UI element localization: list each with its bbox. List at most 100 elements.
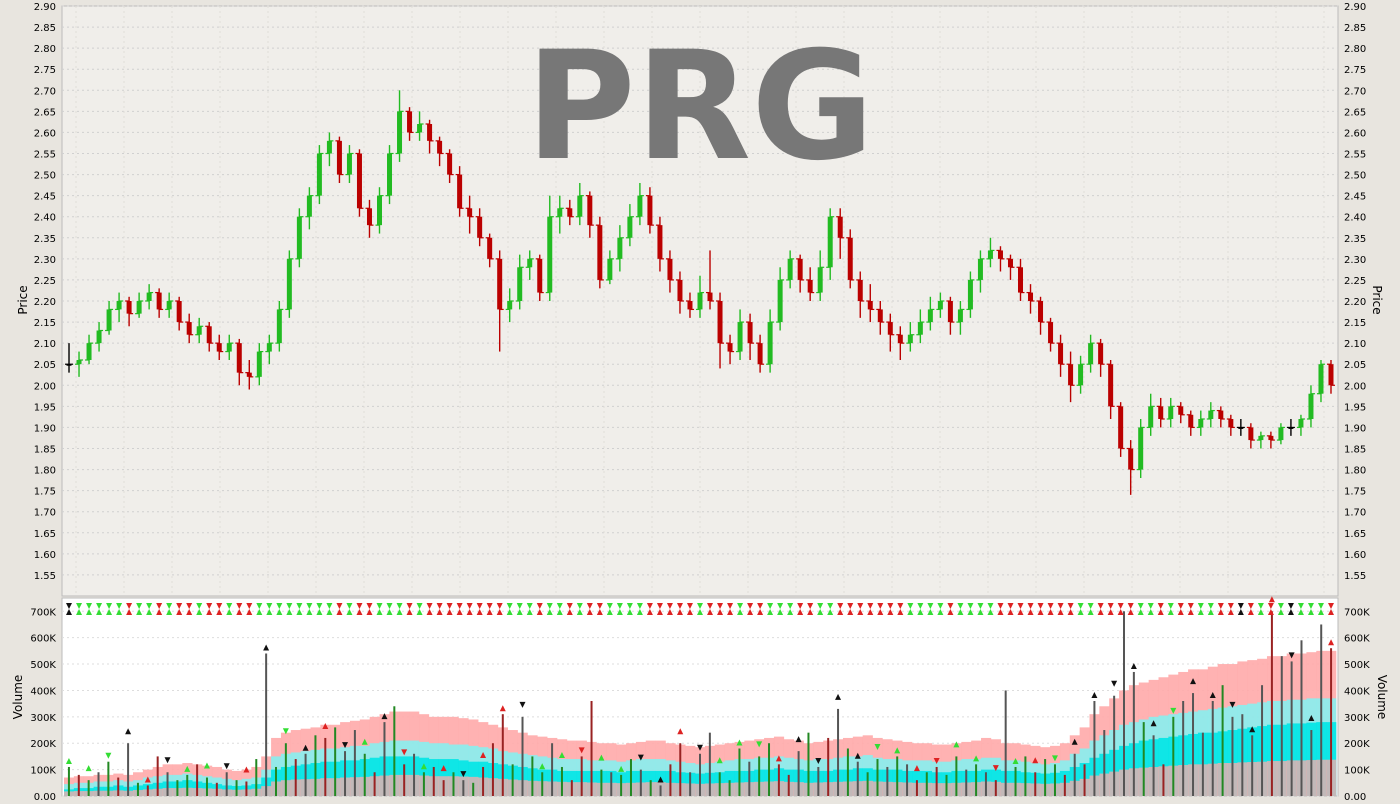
volume-bar [294,759,297,796]
volume-bar [659,785,662,796]
candle-body [1168,406,1174,419]
signal-marker-top [686,603,693,609]
signal-marker-top [817,603,824,609]
signal-marker-bottom [1047,609,1054,615]
candle-body [1258,435,1264,441]
volume-bar [373,772,376,796]
volume-bar [67,766,70,796]
candle-body [1118,406,1124,449]
signal-marker-bottom [747,609,754,615]
signal-marker-bottom [196,609,203,615]
price-tick-label-left: 1.85 [34,445,56,456]
price-tick-label-left: 1.75 [34,487,56,498]
ohlc-candle [565,199,574,226]
ohlc-candle [1046,317,1055,352]
ohlc-candle [75,351,84,377]
price-tick-label-right: 2.80 [1344,44,1366,55]
price-tick-label-left: 1.65 [34,529,56,540]
volume-bar [127,743,130,796]
ohlc-candle [806,267,815,301]
signal-marker-bottom [236,609,243,615]
signal-marker-top [596,603,603,609]
ohlc-candle [1236,419,1245,436]
volume-signal-marker [1130,662,1137,669]
price-tick-label-right: 1.55 [1344,571,1366,582]
price-tick-label-left: 1.60 [34,550,56,561]
signal-marker-top [276,603,283,609]
volume-bar [363,753,366,796]
ohlc-candle [1036,296,1045,335]
ohlc-candle [305,187,314,230]
signal-marker-bottom [907,609,914,615]
volume-bar [649,780,652,796]
signal-marker-top [426,603,433,609]
signal-marker-top [326,603,333,609]
volume-bar [324,737,327,796]
signal-marker-bottom [226,609,233,615]
volume-bar [1024,756,1027,796]
volume-bar [87,780,90,796]
volume-signal-marker [184,765,191,772]
volume-bar [708,732,711,796]
volume-bar [1152,735,1155,796]
signal-marker-bottom [286,609,293,615]
price-tick-label-right: 2.10 [1344,339,1366,350]
signal-marker-bottom [817,609,824,615]
signal-marker-top [777,603,784,609]
ohlc-candle [105,301,114,335]
ohlc-candle [1226,414,1235,436]
volume-bar [304,753,307,796]
ohlc-candle [726,334,735,365]
price-tick-label-right: 2.00 [1344,381,1366,392]
candle-body [997,250,1003,259]
signal-marker-top [336,603,343,609]
ohlc-candle [816,250,825,301]
signal-marker-top [226,603,233,609]
volume-bar [1320,624,1323,796]
signal-marker-bottom [1327,609,1334,615]
volume-bar [383,722,386,796]
signal-marker-bottom [1027,609,1034,615]
volume-bar [205,777,208,796]
ohlc-candle [1056,334,1065,377]
candle-body [246,372,252,377]
signal-marker-top [386,603,393,609]
signal-marker-top [266,603,273,609]
candle-body [637,195,643,217]
ohlc-candle [185,313,194,344]
ohlc-candle [625,204,634,247]
ohlc-candle [916,309,925,344]
price-tick-label-left: 2.15 [34,318,56,329]
volume-signal-marker [480,751,487,758]
price-tick-label-right: 2.90 [1344,2,1366,13]
signal-marker-bottom [767,609,774,615]
ohlc-candle [375,187,384,234]
candle-body [66,364,72,366]
volume-bar [975,764,978,796]
ohlc-candle [425,119,434,154]
volume-bar [176,780,179,796]
signal-marker-bottom [186,609,193,615]
volume-bar [393,706,396,796]
candle-body [226,343,232,352]
signal-marker-top [797,603,804,609]
signal-marker-bottom [256,609,263,615]
candle-body [617,237,623,259]
price-tick-label-left: 1.90 [34,423,56,434]
signal-marker-top [1217,603,1224,609]
price-tick-label-right: 2.70 [1344,86,1366,97]
signal-marker-top [1007,603,1014,609]
signal-marker-top [586,603,593,609]
ohlc-candle [1156,397,1165,428]
ohlc-candle [275,301,284,352]
ohlc-candle [95,322,104,352]
candle-body [927,309,933,323]
signal-marker-top [1017,603,1024,609]
ohlc-candle [1016,258,1025,301]
price-tick-label-right: 1.90 [1344,423,1366,434]
candle-body [767,322,773,365]
signal-marker-bottom [596,609,603,615]
ohlc-candle [1126,440,1135,495]
candle-body [887,322,893,335]
volume-signal-marker [223,763,230,770]
